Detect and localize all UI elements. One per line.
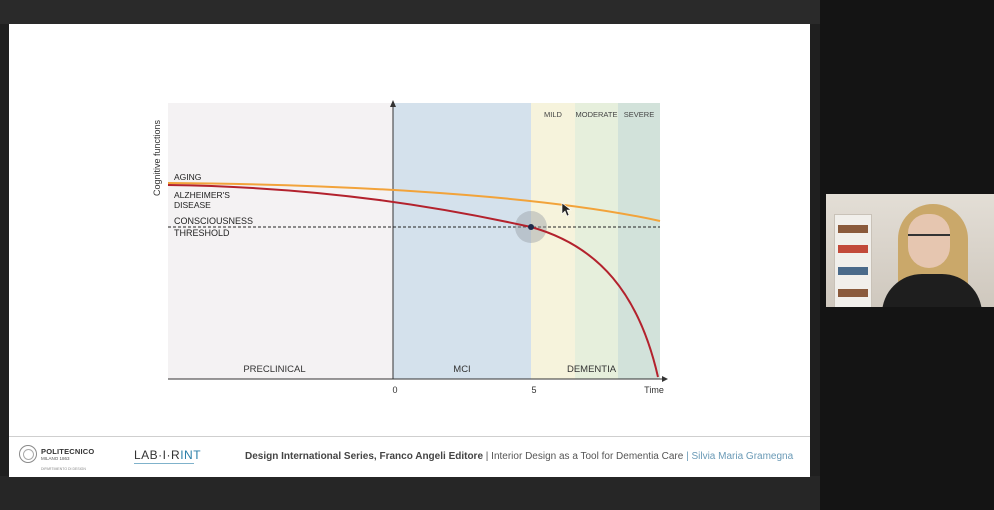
series-title: Design International Series, Franco Ange… xyxy=(245,451,483,462)
stage-label-moderate: MODERATE xyxy=(576,110,618,119)
participant-video-tile[interactable] xyxy=(826,194,994,307)
book-title: Interior Design as a Tool for Dementia C… xyxy=(491,451,683,462)
band-preclinical xyxy=(168,103,393,379)
band-moderate xyxy=(575,103,618,379)
phase-label-mci: MCI xyxy=(453,364,470,375)
band-severe xyxy=(618,103,660,379)
stage-label-mild: MILD xyxy=(544,110,563,119)
author-name: Silvia Maria Gramegna xyxy=(691,451,793,462)
shared-slide: MILD MODERATE SEVERE 0 5 Time Cognitive funct… xyxy=(9,24,810,476)
politecnico-city: MILANO 1863 xyxy=(41,456,70,461)
labirint-logo-accent: INT xyxy=(180,448,201,462)
labirint-underline xyxy=(134,463,194,464)
slide-footer: POLITECNICO MILANO 1863 DIPARTIMENTO DI … xyxy=(9,436,810,477)
threshold-intersection-point xyxy=(528,224,534,230)
series-label-aging: AGING xyxy=(174,172,201,182)
x-tick-0: 0 xyxy=(392,385,397,395)
phase-label-preclinical: PRECLINICAL xyxy=(243,364,305,375)
bottom-bar xyxy=(0,476,820,510)
labirint-logo-main: LAB·I·R xyxy=(134,448,180,462)
band-mci xyxy=(393,103,531,379)
x-tick-5: 5 xyxy=(531,385,536,395)
separator-1: | xyxy=(483,451,491,462)
dementia-progression-chart: MILD MODERATE SEVERE 0 5 Time Cognitive funct… xyxy=(9,24,810,436)
top-bar xyxy=(0,0,820,24)
labirint-logo: LAB·I·RINT xyxy=(134,448,201,462)
politecnico-name: POLITECNICO xyxy=(41,447,94,456)
y-axis-label: Cognitive functions xyxy=(152,119,162,196)
footer-credits: Design International Series, Franco Ange… xyxy=(245,451,793,462)
threshold-label-line2: THRESHOLD xyxy=(174,228,230,238)
video-person-glasses xyxy=(908,234,950,246)
threshold-label-line1: CONSCIOUSNESS xyxy=(174,216,253,226)
politecnico-seal-icon xyxy=(19,445,37,463)
politecnico-logo: POLITECNICO MILANO 1863 DIPARTIMENTO DI … xyxy=(19,445,119,473)
series-label-alzheimers-line1: ALZHEIMER'S xyxy=(174,190,230,200)
politecnico-dept: DIPARTIMENTO DI DESIGN xyxy=(41,467,86,471)
stage-label-severe: SEVERE xyxy=(624,110,654,119)
video-bookshelf xyxy=(834,214,872,307)
x-axis-label: Time xyxy=(644,385,664,395)
phase-label-dementia: DEMENTIA xyxy=(567,364,617,375)
series-label-alzheimers-line2: DISEASE xyxy=(174,200,211,210)
x-axis-arrow-icon xyxy=(662,376,668,382)
